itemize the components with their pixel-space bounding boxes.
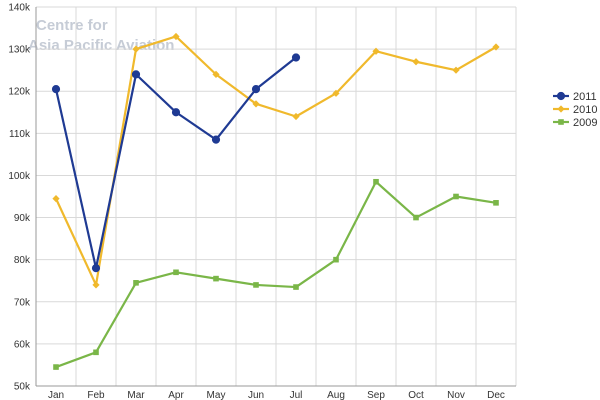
data-point-2009-Nov[interactable]: [453, 193, 459, 200]
data-point-2010-Jun[interactable]: [252, 100, 260, 108]
data-point-2010-Aug[interactable]: [332, 89, 340, 97]
data-point-2009-Jan[interactable]: [53, 364, 59, 370]
legend-label: 2010: [573, 104, 597, 116]
x-tick-label: Jan: [48, 390, 64, 400]
data-point-2011-Apr[interactable]: [171, 108, 181, 117]
grid-layer: [35, 6, 517, 387]
data-point-2009-Jun[interactable]: [253, 282, 259, 288]
data-point-2011-Jul[interactable]: [291, 53, 301, 62]
y-tick-label: 120k: [8, 87, 31, 98]
x-tick-label: Aug: [327, 390, 345, 400]
legend-item-2010[interactable]: 2010: [553, 104, 597, 116]
legend-item-2011[interactable]: 2011: [553, 91, 597, 103]
data-point-2010-Oct[interactable]: [412, 58, 420, 66]
series-2010: [52, 32, 500, 289]
y-tick-label: 60k: [14, 339, 31, 350]
data-point-2010-Apr[interactable]: [172, 32, 180, 41]
y-tick-label: 140k: [8, 3, 31, 14]
data-point-2009-Feb[interactable]: [93, 349, 99, 356]
data-point-2011-Jun[interactable]: [251, 85, 261, 94]
data-point-2010-Jan[interactable]: [52, 195, 60, 203]
data-point-2009-May[interactable]: [213, 275, 219, 282]
data-point-2009-Apr[interactable]: [173, 269, 179, 276]
x-tick-label: Apr: [168, 390, 184, 400]
data-point-2009-Dec[interactable]: [493, 200, 499, 206]
data-point-2009-Oct[interactable]: [413, 214, 419, 221]
y-tick-label: 80k: [14, 255, 31, 266]
y-tick-label: 110k: [9, 129, 31, 140]
watermark-line-2: Asia Pacific Aviation: [28, 37, 174, 54]
x-tick-label: Oct: [408, 390, 424, 400]
data-point-2010-Jul[interactable]: [292, 112, 300, 121]
x-tick-label: Feb: [87, 390, 105, 400]
legend-marker-2009: [558, 119, 564, 125]
x-tick-label: May: [207, 390, 226, 400]
watermark-line-1: Centre for: [36, 17, 108, 34]
axis-layer: 50k 60k 70k 80k 90k 100k 110k 120k 130k 140k Jan Fe…: [8, 3, 516, 400]
data-point-2010-Mar[interactable]: [132, 45, 140, 53]
y-tick-label: 50k: [14, 382, 31, 393]
x-tick-label: Dec: [487, 390, 505, 400]
data-point-2009-Mar[interactable]: [133, 280, 139, 286]
legend-marker-2010: [557, 105, 565, 113]
legend-label: 2009: [573, 117, 597, 129]
data-point-2011-Jan[interactable]: [51, 85, 61, 94]
y-tick-label: 100k: [8, 171, 31, 182]
legend-item-2009[interactable]: 2009: [553, 117, 597, 129]
series-layer: [51, 32, 500, 370]
y-tick-label: 70k: [14, 297, 31, 308]
data-point-2010-Sep[interactable]: [372, 47, 380, 55]
data-point-2011-May[interactable]: [211, 135, 221, 144]
data-point-2010-May[interactable]: [212, 70, 220, 78]
y-tick-label: 130k: [8, 45, 31, 56]
data-point-2011-Feb[interactable]: [91, 263, 101, 273]
x-tick-label: Jul: [290, 390, 303, 400]
watermark-logo: Centre for Asia Pacific Aviation: [28, 17, 174, 54]
data-point-2010-Feb[interactable]: [92, 281, 100, 289]
legend-marker-2011: [556, 91, 566, 101]
x-tick-label: Nov: [447, 390, 465, 400]
data-point-2011-Mar[interactable]: [131, 70, 141, 79]
series-line-2010: [55, 35, 497, 287]
y-tick-label: 90k: [14, 213, 31, 224]
legend-label: 2011: [573, 91, 597, 103]
x-tick-label: Jun: [248, 390, 264, 400]
series-line-2009: [55, 180, 497, 369]
series-2009: [53, 178, 499, 370]
data-point-2009-Aug[interactable]: [333, 256, 339, 263]
series-2011: [51, 53, 301, 273]
data-point-2010-Nov[interactable]: [452, 66, 460, 74]
x-tick-label: Mar: [127, 390, 145, 400]
data-point-2009-Jul[interactable]: [293, 284, 299, 290]
data-point-2009-Sep[interactable]: [373, 178, 379, 185]
data-point-2010-Dec[interactable]: [492, 43, 500, 51]
x-tick-label: Sep: [367, 390, 385, 400]
